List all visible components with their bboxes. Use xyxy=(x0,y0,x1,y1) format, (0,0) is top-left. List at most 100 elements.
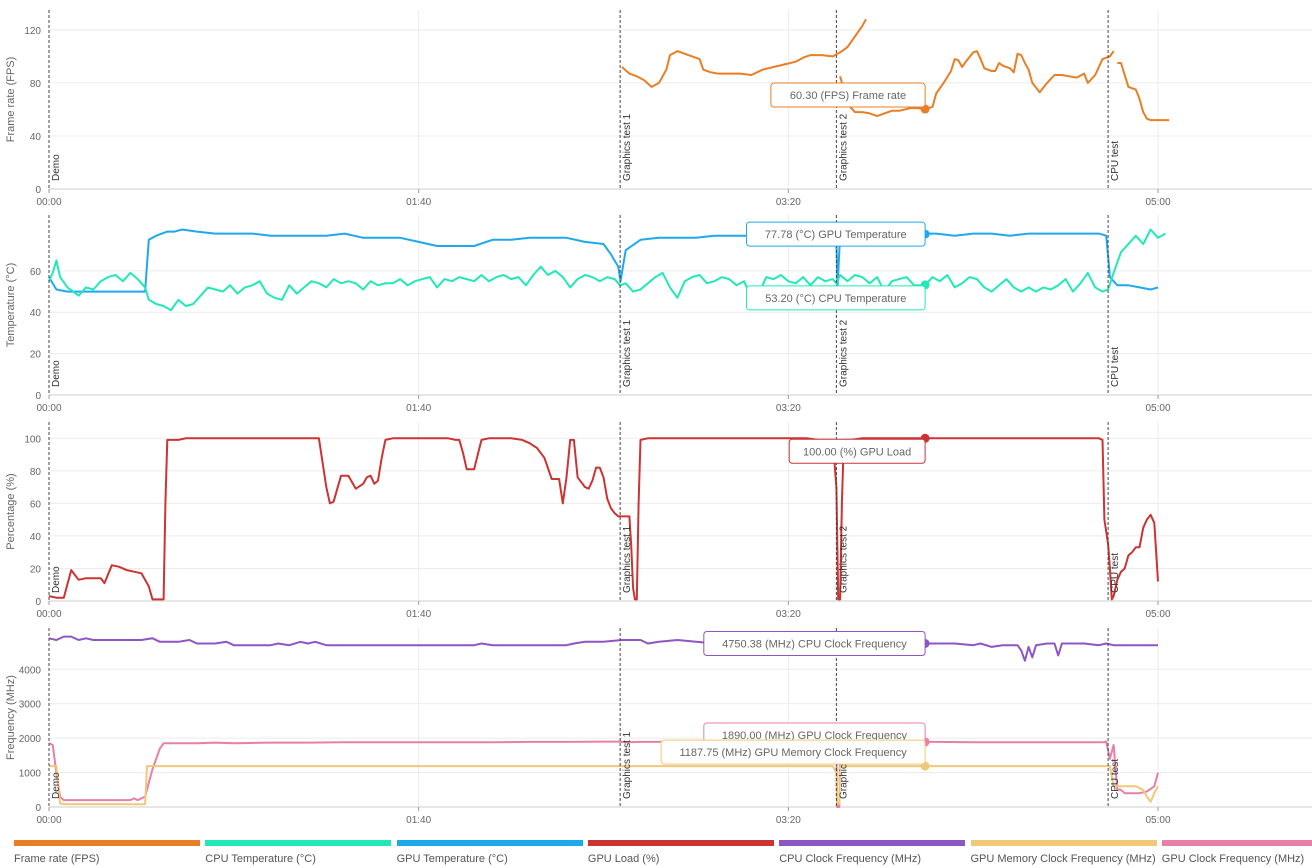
marker-label: Graphics test 1 xyxy=(622,525,633,593)
y-tick-label: 80 xyxy=(30,467,42,478)
chart-svg: 0 40 80 120 00:00 01:40 03:20 05:00 Frame rate (… xyxy=(5,10,1312,826)
marker-label: Graphics test 1 xyxy=(622,113,633,181)
tooltip-box xyxy=(746,285,926,311)
x-tick-label: 03:20 xyxy=(776,403,801,414)
legend-label: GPU Load (%) xyxy=(587,853,660,865)
x-tick-label: 00:00 xyxy=(36,403,61,414)
marker-label: Graphics test 2 xyxy=(838,319,849,387)
legend-label: CPU Temperature (°C) xyxy=(205,853,316,865)
y-tick-label: 60 xyxy=(30,267,42,278)
series-line-fps-seg3 xyxy=(1117,62,1170,122)
series-line-gpu-load xyxy=(48,437,1159,601)
x-tick-label: 03:20 xyxy=(776,197,801,208)
legend-label: CPU Clock Frequency (MHz) xyxy=(779,853,921,865)
tooltip-box xyxy=(770,82,926,108)
tooltip-box xyxy=(788,438,926,464)
y-tick-label: 0 xyxy=(35,185,41,196)
legend-item[interactable]: CPU Clock Frequency (MHz) xyxy=(779,840,966,868)
series-line-gpu-temp xyxy=(48,228,1159,293)
legend-item[interactable]: GPU Load (%) xyxy=(587,840,774,868)
panel-4: 0 1000 2000 3000 4000 00:00 01:40 03:20 05:00 Fre… xyxy=(5,628,1312,826)
x-tick-label: 00:00 xyxy=(36,197,61,208)
series-line-cpu-clock xyxy=(48,635,1158,662)
series-line-fps-seg1 xyxy=(621,18,867,88)
panel-2: 0 20 40 60 00:00 01:40 03:20 05:00 Temperature (… xyxy=(5,215,1312,414)
legend-swatch xyxy=(205,840,392,846)
y-tick-label: 100 xyxy=(24,434,41,445)
y-tick-label: 80 xyxy=(30,79,42,90)
tooltip-box xyxy=(746,221,926,247)
y-tick-label: 40 xyxy=(30,132,42,143)
y-tick-label: 40 xyxy=(30,532,42,543)
x-tick-label: 01:40 xyxy=(406,609,431,620)
y-tick-label: 40 xyxy=(30,308,42,319)
x-tick-label: 00:00 xyxy=(36,609,61,620)
tooltip-box xyxy=(660,739,926,765)
x-tick-label: 05:00 xyxy=(1145,197,1170,208)
tooltip-text: 60.30 (FPS) Frame rate xyxy=(790,90,906,102)
legend-swatch xyxy=(14,840,200,846)
y-tick-label: 3000 xyxy=(19,700,42,711)
series-line-cpu-temp xyxy=(48,228,1166,312)
marker-label: Graphics test 1 xyxy=(622,731,633,799)
legend-label: GPU Clock Frequency (MHz) xyxy=(1161,853,1305,865)
legend-label: Frame rate (FPS) xyxy=(14,853,100,865)
marker-label: Graphics test 2 xyxy=(838,525,849,593)
legend-item[interactable]: GPU Clock Frequency (MHz) xyxy=(1161,840,1312,868)
legend-item[interactable]: CPU Temperature (°C) xyxy=(205,840,392,868)
legend-item[interactable]: Frame rate (FPS) xyxy=(14,840,200,868)
marker-label: Graphics test 2 xyxy=(838,731,849,799)
marker-label: CPU test xyxy=(1110,759,1121,799)
tooltip-text: 4750.38 (MHz) CPU Clock Frequency xyxy=(722,638,907,650)
marker-label: Demo xyxy=(51,360,62,387)
x-tick-label: 01:40 xyxy=(406,403,431,414)
y-tick-label: 4000 xyxy=(19,665,42,676)
y-tick-label: 120 xyxy=(24,26,41,37)
y-axis-label: Temperature (°C) xyxy=(5,263,17,347)
x-tick-label: 05:00 xyxy=(1145,609,1170,620)
series-line-gpu-clock xyxy=(48,740,1159,808)
panel-3: 0 20 40 60 80 100 00:00 01:40 03:20 05:00 Percenta… xyxy=(5,422,1312,620)
marker-label: CPU test xyxy=(1110,141,1121,181)
legend-label: GPU Temperature (°C) xyxy=(396,853,508,865)
legend-swatch xyxy=(970,840,1157,846)
y-axis-label: Frame rate (FPS) xyxy=(5,57,17,143)
y-tick-label: 1000 xyxy=(19,769,42,780)
tooltip-text: 53.20 (°C) CPU Temperature xyxy=(765,293,906,305)
y-tick-label: 2000 xyxy=(19,734,42,745)
x-tick-label: 01:40 xyxy=(406,197,431,208)
legend-swatch xyxy=(396,840,583,846)
y-axis-label: Percentage (%) xyxy=(5,473,17,549)
marker-label: Graphics test 2 xyxy=(838,113,849,181)
marker-label: Demo xyxy=(51,566,62,593)
x-tick-label: 03:20 xyxy=(776,815,801,826)
series-line-fps-seg2 xyxy=(839,50,1115,118)
y-tick-label: 20 xyxy=(30,350,42,361)
y-tick-label: 0 xyxy=(35,597,41,608)
marker-label: CPU test xyxy=(1110,347,1121,387)
marker-label: Demo xyxy=(51,772,62,799)
tooltip-text: 100.00 (%) GPU Load xyxy=(803,446,911,458)
panel-1: 0 40 80 120 00:00 01:40 03:20 05:00 Frame rate (… xyxy=(5,10,1312,208)
marker-label: Graphics test 1 xyxy=(622,319,633,387)
tooltip-text: 1890.00 (MHz) GPU Clock Frequency xyxy=(722,730,908,742)
legend-item[interactable]: GPU Temperature (°C) xyxy=(396,840,583,868)
x-tick-label: 01:40 xyxy=(406,815,431,826)
marker-label: Demo xyxy=(51,154,62,181)
legend: Frame rate (FPS) CPU Temperature (°C) GPU … xyxy=(0,838,1312,868)
tooltip-text: 1187.75 (MHz) GPU Memory Clock Frequency xyxy=(680,747,908,759)
legend-label: GPU Memory Clock Frequency (MHz) xyxy=(970,853,1156,865)
tooltip-box xyxy=(703,630,926,656)
y-tick-label: 0 xyxy=(35,803,41,814)
legend-swatch xyxy=(1161,840,1312,846)
series-line-gpu-mem-clock xyxy=(49,765,1159,806)
y-axis-label: Frequency (MHz) xyxy=(5,675,17,760)
x-tick-label: 00:00 xyxy=(36,815,61,826)
legend-item[interactable]: GPU Memory Clock Frequency (MHz) xyxy=(970,840,1157,868)
x-tick-label: 03:20 xyxy=(776,609,801,620)
tooltip-text: 77.78 (°C) GPU Temperature xyxy=(765,229,907,241)
y-tick-label: 0 xyxy=(35,391,41,402)
legend-swatch xyxy=(587,840,774,846)
y-tick-label: 20 xyxy=(30,564,42,575)
